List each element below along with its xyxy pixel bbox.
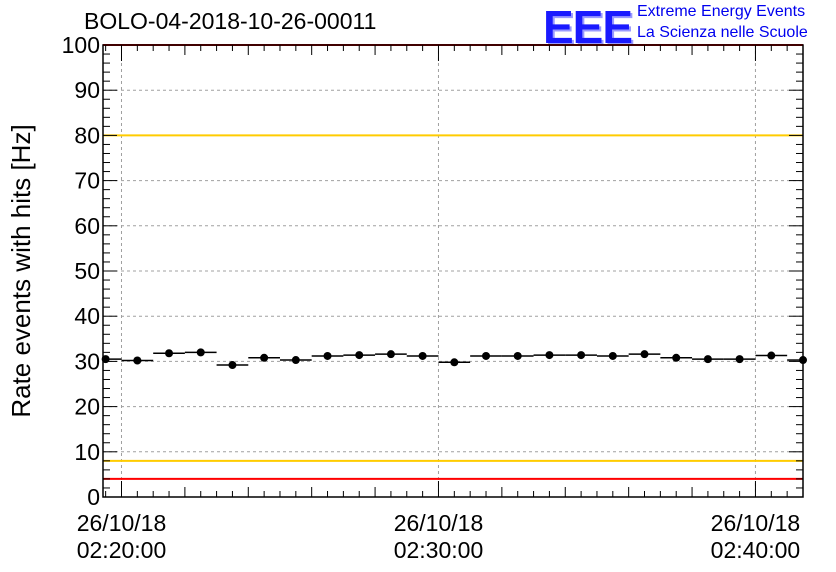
data-point [418, 351, 427, 360]
data-point [355, 351, 364, 360]
data-point [735, 355, 744, 364]
logo-text-line2: La Scienza nelle Scuole [637, 24, 808, 41]
data-point [545, 351, 554, 360]
y-tick-label: 10 [74, 439, 100, 465]
data-point [196, 348, 205, 357]
data-point [323, 351, 332, 360]
data-point [513, 351, 522, 360]
data-point [482, 351, 491, 360]
logo-text-line1: Extreme Energy Events [637, 3, 806, 20]
chart-title: BOLO-04-2018-10-26-00011 [84, 8, 377, 34]
x-tick-label-time: 02:20:00 [77, 537, 167, 563]
y-tick-label: 50 [74, 258, 100, 284]
data-point [799, 356, 807, 365]
y-tick-label: 30 [74, 348, 100, 374]
data-point [260, 353, 269, 362]
x-tick-label-time: 02:40:00 [711, 537, 801, 563]
y-tick-label: 0 [87, 484, 100, 510]
x-tick-label-date: 26/10/18 [77, 510, 167, 536]
data-point [101, 355, 110, 364]
y-tick-label: 80 [74, 122, 100, 148]
x-tick-label-time: 02:30:00 [394, 537, 484, 563]
x-tick-label-date: 26/10/18 [711, 510, 801, 536]
data-point [386, 350, 395, 359]
y-tick-label: 90 [74, 77, 100, 103]
y-tick-label: 70 [74, 168, 100, 194]
y-tick-label: 40 [74, 303, 100, 329]
y-tick-label: 60 [74, 213, 100, 239]
data-point [228, 361, 237, 370]
y-tick-label: 20 [74, 394, 100, 420]
data-point [291, 356, 300, 365]
data-point [450, 358, 459, 367]
data-point [577, 351, 586, 360]
data-point [767, 351, 776, 360]
x-tick-label-date: 26/10/18 [394, 510, 484, 536]
y-tick-label: 100 [62, 32, 100, 58]
data-point [133, 356, 142, 365]
data-point [672, 353, 681, 362]
data-point [608, 351, 617, 360]
data-point [165, 349, 174, 358]
data-point [703, 355, 712, 364]
data-point [640, 350, 649, 359]
y-axis-title: Rate events with hits [Hz] [6, 124, 36, 417]
